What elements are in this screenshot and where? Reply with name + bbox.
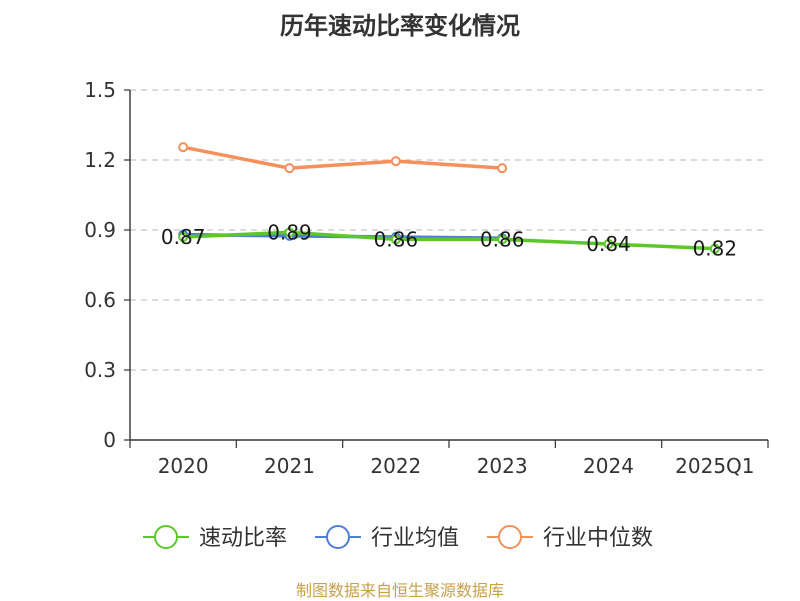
source-note: 制图数据来自恒生聚源数据库 — [295, 581, 504, 600]
data-label: 0.86 — [480, 227, 525, 251]
data-label: 0.87 — [161, 225, 206, 249]
y-tick-label: 0.9 — [84, 218, 116, 242]
legend-swatch-marker — [154, 525, 178, 549]
data-point — [178, 142, 189, 153]
series-lines — [178, 142, 720, 254]
data-point — [178, 232, 189, 242]
axes: 0 0.3 0.6 0.9 1.2 1.5 2020 2021 2022 2023 2024 2025… — [84, 78, 769, 478]
x-tick-label: 2023 — [477, 454, 528, 478]
data-label: 0.84 — [586, 232, 631, 256]
legend-label: 行业均值 — [371, 526, 459, 551]
data-point — [390, 156, 401, 167]
series-line — [182, 145, 503, 170]
legend-item[interactable]: 行业均值 — [315, 525, 459, 551]
x-tick-label: 2024 — [583, 454, 634, 478]
series-line — [183, 230, 715, 251]
x-tick-label: 2022 — [370, 454, 421, 478]
legend-item[interactable]: 速动比率 — [143, 525, 287, 551]
data-point — [497, 234, 508, 245]
x-tick-label: 2021 — [264, 454, 315, 478]
data-point — [603, 239, 614, 249]
data-point — [497, 163, 508, 174]
data-labels: 0.87 0.89 0.86 0.86 0.84 0.82 — [161, 220, 737, 260]
data-point — [709, 243, 720, 254]
legend-item[interactable]: 行业中位数 — [487, 525, 653, 551]
data-point — [284, 163, 295, 174]
legend-swatch-marker — [498, 525, 522, 549]
data-label: 0.89 — [267, 220, 312, 244]
y-tick-label: 0 — [103, 428, 116, 452]
legend-swatch-marker — [326, 525, 350, 549]
y-tick-label: 0.3 — [84, 358, 116, 382]
data-label: 0.82 — [693, 237, 738, 261]
data-point — [284, 227, 295, 238]
data-point — [390, 234, 401, 245]
legend: 速动比率 行业均值 行业中位数 — [143, 525, 653, 551]
legend-label: 速动比率 — [199, 526, 287, 551]
x-tick-label: 2020 — [158, 454, 209, 478]
x-tick-label: 2025Q1 — [675, 454, 754, 478]
legend-label: 行业中位数 — [543, 526, 653, 551]
chart-title: 历年速动比率变化情况 — [280, 12, 520, 40]
grid-lines — [130, 89, 768, 371]
y-tick-label: 1.5 — [84, 78, 116, 102]
y-tick-label: 1.2 — [84, 148, 116, 172]
y-tick-label: 0.6 — [84, 288, 116, 312]
data-label: 0.86 — [374, 227, 419, 251]
